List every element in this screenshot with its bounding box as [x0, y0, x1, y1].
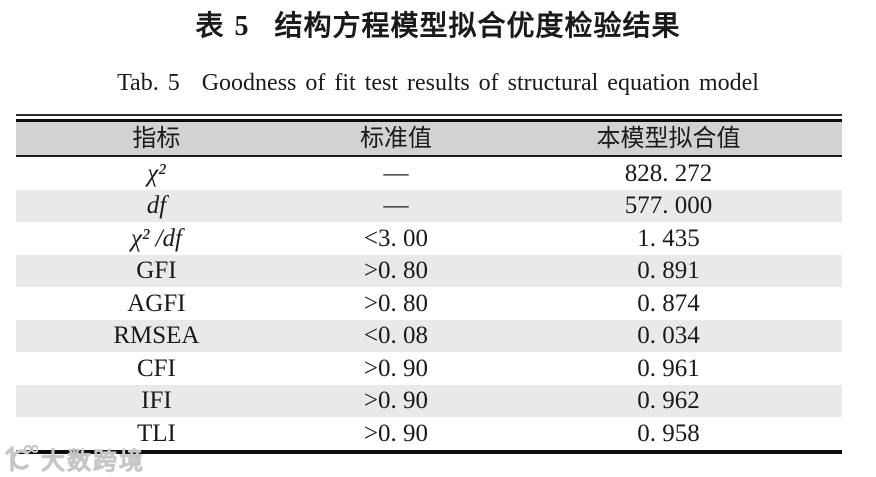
column-header-fitted: 本模型拟合值	[596, 125, 741, 152]
table-top-rule-gap	[16, 116, 842, 119]
table-title-en-text: Goodness of fit test results of structur…	[201, 70, 759, 96]
standard-cell: >0. 90	[363, 419, 428, 447]
indicator-cell: df	[146, 192, 167, 220]
table-row-agfi: AGFI >0. 80 0. 874	[16, 287, 842, 320]
indicator-cell: CFI	[136, 354, 176, 382]
table-header-row: 指标 标准值 本模型拟合值	[16, 122, 842, 157]
table-row-cfi: CFI >0. 90 0. 961	[16, 352, 842, 385]
indicator-cell: χ²	[147, 159, 166, 187]
fitted-cell: 0. 034	[637, 322, 700, 350]
fitted-cell: 828. 272	[624, 159, 713, 187]
watermark-text: 大数跨境	[41, 448, 145, 475]
column-header-standard: 标准值	[359, 125, 432, 152]
table-row-rmsea: RMSEA <0. 08 0. 034	[16, 319, 842, 352]
fitted-cell: 577. 000	[624, 192, 713, 220]
table-top-rule-thin	[16, 114, 842, 116]
table-title-zh-text: 结构方程模型拟合优度检验结果	[274, 11, 681, 42]
watermark: 大数跨境	[2, 441, 145, 476]
indicator-cell: TLI	[136, 419, 176, 447]
standard-cell: <0. 08	[363, 322, 428, 350]
column-header-indicator: 指标	[132, 125, 181, 152]
table-row-ifi: IFI >0. 90 0. 962	[16, 384, 842, 417]
table-title-zh: 表 5 结构方程模型拟合优度检验结果	[0, 8, 876, 46]
table-row-chi2-df: χ² /df <3. 00 1. 435	[16, 222, 842, 255]
fitted-cell: 0. 961	[637, 354, 700, 382]
standard-cell: <3. 00	[363, 224, 428, 252]
table-title-en: Tab. 5 Goodness of fit test results of st…	[0, 68, 876, 98]
table-row-df: df — 577. 000	[16, 189, 842, 222]
indicator-cell: RMSEA	[113, 322, 200, 350]
fitted-cell: 0. 958	[637, 419, 700, 447]
indicator-cell: χ² /df	[130, 224, 182, 252]
table-number-en: Tab. 5	[117, 70, 180, 96]
standard-cell: >0. 90	[363, 387, 428, 415]
standard-cell: >0. 80	[363, 289, 428, 317]
table-number-zh: 表 5	[195, 11, 251, 42]
indicator-cell: IFI	[141, 387, 172, 415]
table-row-chi2: χ² — 828. 272	[16, 157, 842, 190]
fitted-cell: 1. 435	[637, 224, 700, 252]
goodness-of-fit-table: 指标 标准值 本模型拟合值 χ² — 828. 272 df — 577. 00…	[16, 114, 842, 454]
standard-cell: >0. 90	[363, 354, 428, 382]
indicator-cell: AGFI	[127, 289, 186, 317]
fitted-cell: 0. 962	[637, 387, 700, 415]
fitted-cell: 0. 874	[637, 289, 700, 317]
watermark-logo-icon	[5, 444, 38, 472]
table-body: χ² — 828. 272 df — 577. 000 χ² /df <3. 0…	[16, 157, 842, 454]
fitted-cell: 0. 891	[637, 257, 700, 285]
standard-cell: —	[383, 159, 409, 187]
table-top-rule-thick	[16, 119, 842, 122]
table-row-gfi: GFI >0. 80 0. 891	[16, 254, 842, 287]
indicator-cell: GFI	[136, 257, 177, 285]
paper-page: 表 5 结构方程模型拟合优度检验结果 Tab. 5 Goodness of fit …	[0, 8, 876, 475]
table-row-tli: TLI >0. 90 0. 958	[16, 417, 842, 450]
standard-cell: —	[383, 192, 409, 220]
standard-cell: >0. 80	[363, 257, 428, 285]
